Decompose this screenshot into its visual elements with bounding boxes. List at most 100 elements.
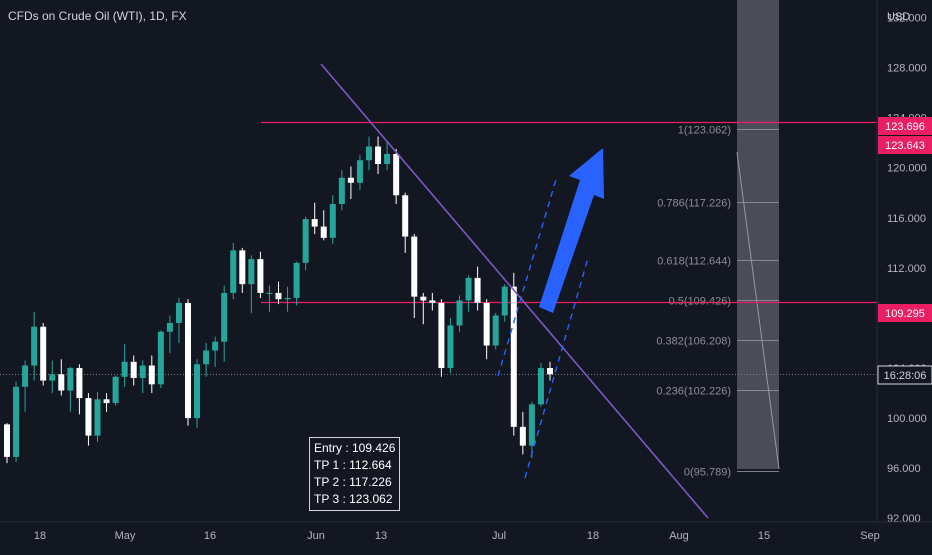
- candle-body: [347, 177, 354, 183]
- x-tick-label: 16: [204, 530, 216, 542]
- tp3-label: TP 3 : 123.062: [314, 492, 393, 506]
- price-scale[interactable]: [877, 0, 932, 550]
- fib-level-label: 0.382(106.208): [656, 336, 731, 348]
- candle-body: [266, 292, 273, 294]
- candle-body: [447, 325, 454, 369]
- y-tick-label: 116.000: [887, 213, 926, 225]
- candle-body: [239, 250, 246, 285]
- candle-body: [356, 160, 363, 183]
- candle-body: [257, 259, 264, 293]
- candle-body: [67, 368, 74, 391]
- price-badge: [878, 117, 932, 135]
- projection-box[interactable]: [737, 0, 779, 469]
- candle-body: [248, 259, 255, 285]
- x-tick-label: 13: [375, 530, 387, 542]
- candle-body: [293, 262, 300, 298]
- candle-body: [4, 424, 10, 457]
- candle-body: [420, 296, 427, 301]
- candle-body: [230, 250, 237, 293]
- chart-title: CFDs on Crude Oil (WTI), 1D, FX: [8, 9, 187, 23]
- candle-body: [121, 361, 128, 377]
- candle-body: [275, 292, 282, 300]
- candle-body: [329, 204, 336, 238]
- candle-body: [112, 376, 119, 404]
- entry-label: Entry : 109.426: [314, 441, 396, 455]
- x-tick-label: Jun: [307, 530, 325, 542]
- candle-body: [510, 286, 517, 427]
- candle-body: [483, 302, 490, 346]
- x-tick-label: May: [115, 530, 136, 542]
- channel-line-upper[interactable]: [497, 175, 558, 377]
- fib-level-label: 1(123.062): [678, 125, 731, 137]
- projection-diagonal: [736, 151, 780, 470]
- candle-body: [22, 365, 29, 387]
- y-tick-label: 96.000: [887, 463, 921, 475]
- candle-body: [31, 326, 38, 366]
- price-badge-label: 16:28:06: [884, 370, 927, 382]
- currency-label: USD: [887, 11, 910, 23]
- targets-info-box[interactable]: Entry : 109.426 TP 1 : 112.664 TP 2 : 11…: [309, 437, 400, 511]
- descending-trendline[interactable]: [320, 63, 709, 519]
- horizontal-lines[interactable]: [261, 121, 877, 304]
- candle-body: [429, 300, 436, 303]
- x-tick-label: Sep: [860, 530, 880, 542]
- candle-body: [185, 302, 191, 419]
- candle-body: [166, 322, 173, 332]
- tp2-label: TP 2 : 117.226: [314, 475, 392, 489]
- candle-body: [103, 399, 110, 404]
- arrow-up-icon[interactable]: [539, 148, 604, 313]
- time-scale[interactable]: [0, 522, 932, 550]
- candle-body: [49, 374, 56, 381]
- x-axis-ticks: 18 May 16 Jun 13 Jul 18 Aug 15 Sep: [34, 530, 880, 542]
- fibonacci-retracement[interactable]: 1(123.062) 0.786(117.226) 0.618(112.644) 0.…: [656, 125, 779, 479]
- x-tick-label: 18: [587, 530, 599, 542]
- y-tick-label: 128.000: [887, 63, 927, 75]
- candle-body: [547, 368, 553, 375]
- candle-body: [501, 286, 508, 316]
- candle-body: [203, 350, 210, 365]
- candle-body: [438, 302, 445, 369]
- candle-body: [366, 146, 372, 161]
- candle-body: [284, 297, 291, 300]
- candle-body: [13, 386, 20, 457]
- candle-body: [139, 365, 146, 379]
- candle-body: [384, 153, 391, 164]
- x-tick-label: 18: [34, 530, 46, 542]
- candle-body: [338, 177, 345, 205]
- price-badge: [878, 304, 932, 322]
- candle-body: [85, 398, 92, 436]
- y-tick-label: 120.000: [887, 163, 927, 175]
- x-tick-label: Jul: [492, 530, 506, 542]
- channel-line-lower[interactable]: [524, 257, 589, 479]
- candle-body: [320, 226, 327, 238]
- candle-body: [148, 365, 155, 385]
- candle-body: [411, 236, 418, 297]
- price-badge: [878, 136, 932, 154]
- fib-level-label: 0.5(109.426): [669, 296, 731, 308]
- candle-body: [537, 368, 544, 405]
- candle-body: [175, 302, 182, 323]
- x-tick-label: 15: [758, 530, 770, 542]
- candle-body: [474, 277, 481, 303]
- candles: [4, 136, 553, 464]
- y-tick-label: 132.000: [887, 13, 927, 25]
- candle-body: [40, 326, 47, 381]
- fib-level-label: 0.786(117.226): [657, 198, 731, 210]
- x-tick-label: Aug: [669, 530, 689, 542]
- y-tick-label: 112.000: [887, 263, 926, 275]
- candle-body: [528, 404, 535, 446]
- candle-body: [519, 426, 526, 446]
- y-tick-label: 100.000: [887, 413, 927, 425]
- candle-body: [194, 364, 201, 419]
- candle-body: [456, 300, 463, 326]
- candle-body: [465, 277, 472, 301]
- candle-body: [76, 368, 83, 399]
- candle-body: [157, 331, 164, 385]
- fib-level-label: 0(95.789): [684, 467, 731, 479]
- candle-body: [375, 146, 382, 164]
- candle-body: [94, 399, 101, 436]
- fib-level-label: 0.236(102.226): [656, 386, 731, 398]
